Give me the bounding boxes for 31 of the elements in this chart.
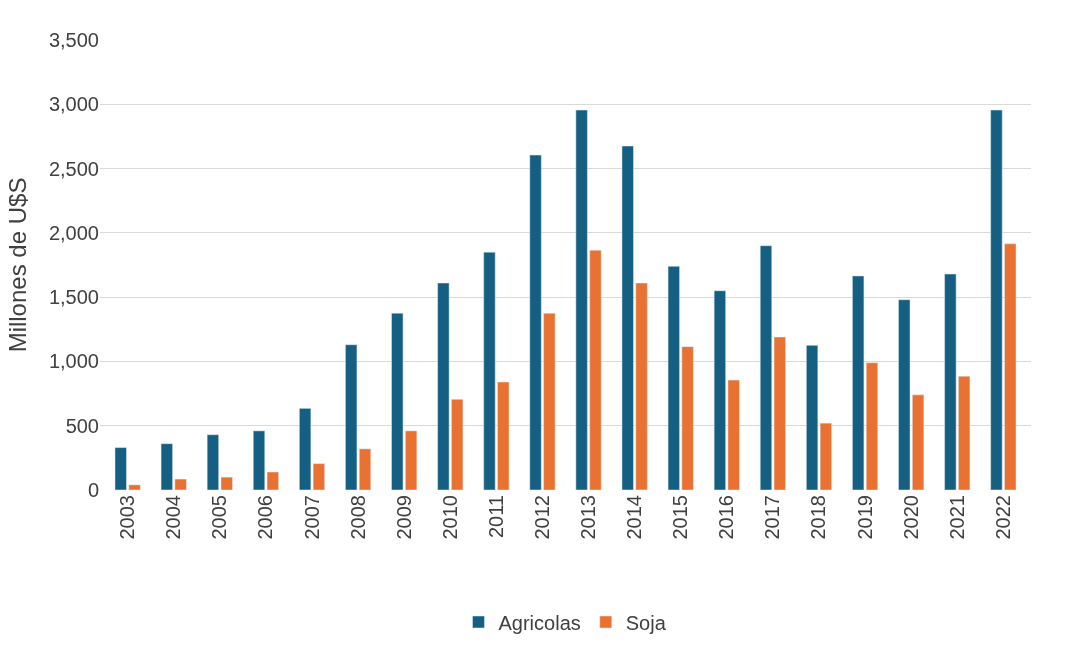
x-tick-label: 2018	[807, 495, 830, 540]
x-tick-label: 2021	[945, 495, 968, 540]
y-tick-label: 1,500	[48, 286, 99, 309]
x-tick-label: 2016	[715, 495, 738, 540]
x-tick-label: 2005	[208, 495, 231, 540]
y-axis-title: Millones de U$S	[4, 177, 32, 353]
x-tick-label: 2009	[392, 495, 415, 540]
x-tick-label: 2012	[530, 495, 553, 540]
y-tick-label: 2,500	[48, 157, 99, 180]
y-tick-label: 3,500	[48, 29, 99, 51]
x-tick-label: 2003	[116, 495, 139, 540]
y-tick-label: 2,000	[48, 221, 99, 244]
y-tick-label: 0	[87, 479, 99, 501]
x-tick-label: 2017	[761, 495, 784, 540]
legend-label: Soja	[625, 611, 667, 634]
x-tick-label: 2013	[577, 495, 600, 540]
y-tick-label: 1,000	[48, 350, 99, 373]
x-tick-label: 2008	[346, 495, 369, 540]
x-tick-label: 2014	[623, 495, 646, 540]
x-tick-label: 2022	[991, 495, 1014, 540]
x-tick-label: 2015	[669, 495, 692, 540]
y-tick-label: 500	[65, 414, 99, 437]
x-tick-label: 2004	[162, 495, 185, 540]
x-tick-label: 2020	[899, 495, 922, 540]
y-tick-label: 3,000	[48, 93, 99, 116]
x-tick-label: 2010	[438, 495, 461, 540]
x-tick-label: 2007	[300, 495, 323, 540]
x-tick-label: 2019	[853, 495, 876, 540]
x-tick-label: 2006	[254, 495, 277, 540]
legend-label: Agricolas	[498, 611, 581, 634]
x-tick-label: 2011	[484, 495, 507, 539]
